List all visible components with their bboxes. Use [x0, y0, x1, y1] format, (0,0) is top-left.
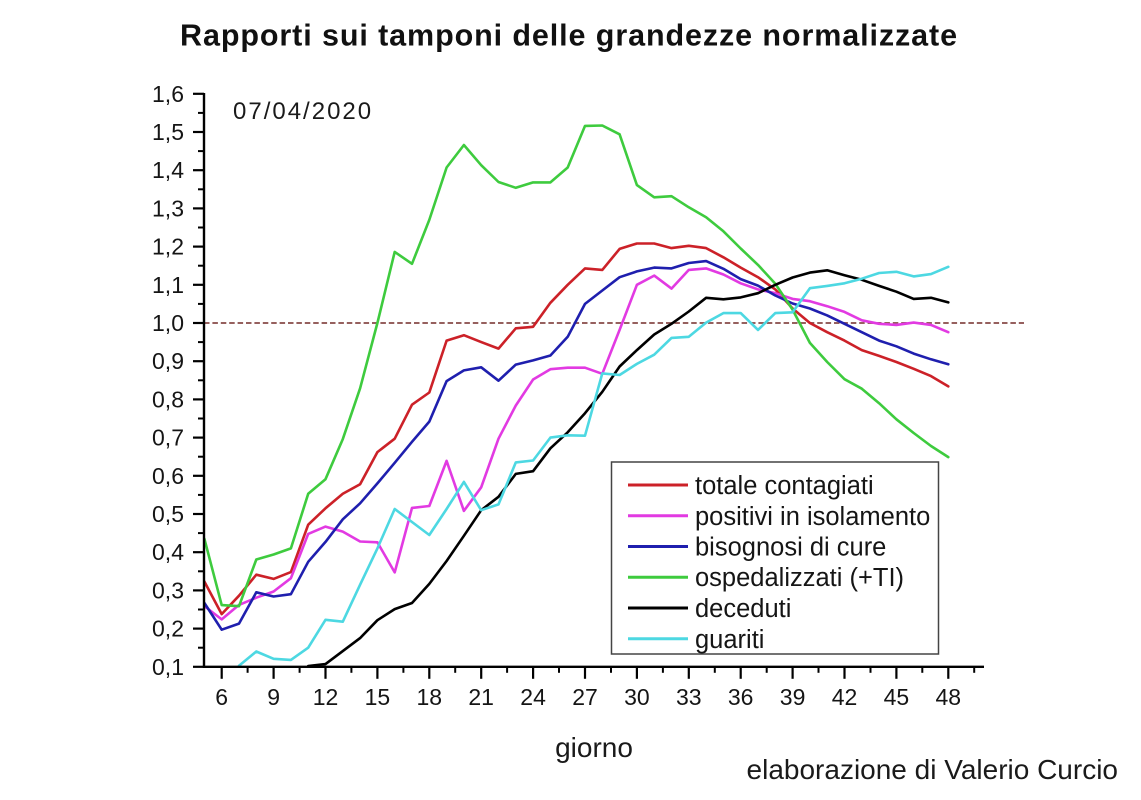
svg-text:ospedalizzati (+TI): ospedalizzati (+TI)	[695, 564, 904, 592]
svg-text:30: 30	[624, 684, 650, 710]
svg-text:15: 15	[365, 684, 391, 710]
svg-text:elaborazione di Valerio Curcio: elaborazione di Valerio Curcio	[747, 754, 1118, 785]
svg-text:27: 27	[572, 684, 598, 710]
svg-text:1,0: 1,0	[152, 310, 184, 336]
svg-text:bisognosi di cure: bisognosi di cure	[695, 534, 886, 562]
svg-text:1,4: 1,4	[152, 157, 184, 183]
svg-text:33: 33	[676, 684, 702, 710]
svg-text:guariti: guariti	[695, 626, 764, 654]
svg-text:12: 12	[313, 684, 339, 710]
svg-text:6: 6	[215, 684, 228, 710]
svg-text:1,3: 1,3	[152, 195, 184, 221]
svg-text:1,1: 1,1	[152, 272, 184, 298]
svg-text:1,2: 1,2	[152, 234, 184, 260]
svg-text:Rapporti sui tamponi delle gra: Rapporti sui tamponi delle grandezze nor…	[180, 19, 958, 53]
svg-text:1,5: 1,5	[152, 119, 184, 145]
svg-text:39: 39	[780, 684, 806, 710]
svg-text:07/04/2020: 07/04/2020	[233, 98, 373, 125]
svg-text:36: 36	[728, 684, 754, 710]
svg-text:42: 42	[832, 684, 858, 710]
svg-text:0,7: 0,7	[152, 425, 184, 451]
svg-text:0,1: 0,1	[152, 654, 184, 680]
svg-text:9: 9	[267, 684, 280, 710]
svg-text:0,4: 0,4	[152, 539, 184, 565]
svg-text:0,2: 0,2	[152, 616, 184, 642]
svg-text:1,6: 1,6	[152, 81, 184, 107]
svg-text:18: 18	[417, 684, 443, 710]
svg-text:0,6: 0,6	[152, 463, 184, 489]
svg-text:0,9: 0,9	[152, 348, 184, 374]
svg-text:0,5: 0,5	[152, 501, 184, 527]
svg-text:totale contagiati: totale contagiati	[695, 472, 874, 500]
svg-text:21: 21	[468, 684, 494, 710]
svg-text:0,3: 0,3	[152, 577, 184, 603]
svg-text:0,8: 0,8	[152, 386, 184, 412]
svg-text:45: 45	[884, 684, 910, 710]
svg-text:24: 24	[520, 684, 546, 710]
svg-text:giorno: giorno	[555, 732, 633, 763]
svg-text:positivi in isolamento: positivi in isolamento	[695, 503, 930, 531]
svg-text:deceduti: deceduti	[695, 595, 791, 623]
svg-text:48: 48	[936, 684, 962, 710]
